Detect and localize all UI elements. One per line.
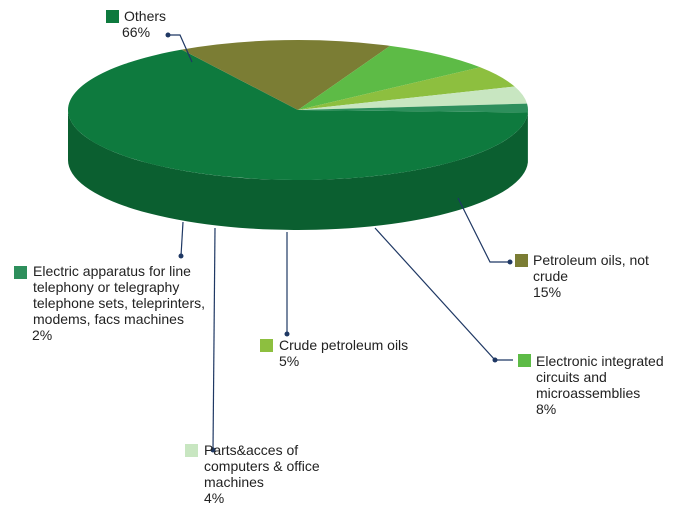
leader-line — [212, 227, 216, 451]
leader-lines — [165, 32, 513, 453]
leader-dot — [284, 331, 290, 337]
value-label: 2% — [32, 327, 53, 343]
leader-line — [457, 197, 510, 263]
category-name: Electric apparatus for line telephony or… — [33, 263, 205, 327]
category-name: Parts&acces of computers & office machin… — [204, 442, 320, 490]
leader-dot — [178, 253, 184, 259]
legend-swatch — [518, 354, 531, 367]
leader-line — [168, 34, 193, 63]
legend-swatch — [14, 266, 27, 279]
leader-dot — [492, 357, 498, 363]
leader-dot — [507, 259, 513, 265]
category-name: Petroleum oils, not crude — [533, 252, 649, 284]
value-label: 66% — [122, 24, 151, 40]
value-label: 15% — [533, 284, 562, 300]
slice — [298, 45, 481, 110]
legend-swatch — [260, 339, 273, 352]
leader-dot — [165, 32, 171, 38]
category-name: Crude petroleum oils — [279, 337, 409, 353]
category-name: Electronic integrated circuits and micro… — [536, 353, 664, 401]
slice — [298, 103, 528, 113]
slice-label: Petroleum oils, not crude 15% — [533, 252, 683, 300]
leader-line — [180, 221, 184, 257]
legend-swatch — [106, 10, 119, 23]
slice-label: Electric apparatus for line telephony or… — [32, 263, 241, 343]
legend-swatch — [185, 444, 198, 457]
slice-label: Crude petroleum oils 5% — [279, 337, 419, 369]
legend-swatch — [515, 254, 528, 267]
slice — [181, 40, 391, 110]
slice — [298, 86, 528, 110]
slice — [298, 67, 515, 110]
leader-dot — [210, 447, 216, 453]
slice-side — [68, 110, 528, 230]
category-name: Others — [124, 8, 167, 24]
value-label: 5% — [279, 353, 300, 369]
slice-label: Electronic integrated circuits and micro… — [536, 353, 694, 417]
slice — [67, 49, 528, 181]
pie — [67, 40, 528, 230]
value-label: 8% — [536, 401, 557, 417]
value-label: 4% — [204, 490, 225, 506]
slice-label: Others 66% — [122, 8, 244, 40]
slice-label: Parts&acces of computers & office machin… — [204, 442, 349, 506]
